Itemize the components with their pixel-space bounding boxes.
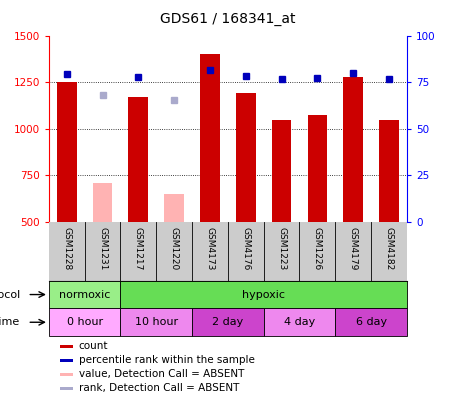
Bar xyxy=(60,345,73,348)
Text: percentile rank within the sample: percentile rank within the sample xyxy=(79,355,255,365)
Bar xyxy=(192,308,264,336)
Text: rank, Detection Call = ABSENT: rank, Detection Call = ABSENT xyxy=(79,383,239,393)
Bar xyxy=(49,281,120,308)
Text: normoxic: normoxic xyxy=(59,289,110,299)
Text: time: time xyxy=(0,317,20,327)
Text: GSM1231: GSM1231 xyxy=(98,227,107,270)
Bar xyxy=(120,281,407,308)
Text: 10 hour: 10 hour xyxy=(135,317,178,327)
Text: hypoxic: hypoxic xyxy=(242,289,285,299)
Text: GSM4179: GSM4179 xyxy=(349,227,358,270)
Text: 6 day: 6 day xyxy=(356,317,386,327)
Bar xyxy=(60,373,73,376)
Bar xyxy=(236,93,256,222)
Bar xyxy=(164,194,184,222)
Text: protocol: protocol xyxy=(0,289,20,299)
Text: 4 day: 4 day xyxy=(284,317,315,327)
Bar xyxy=(93,183,113,222)
Text: GSM1226: GSM1226 xyxy=(313,227,322,270)
Bar xyxy=(272,120,292,222)
Text: GSM1220: GSM1220 xyxy=(170,227,179,270)
Bar xyxy=(307,115,327,222)
Bar xyxy=(49,308,120,336)
Bar xyxy=(60,359,73,362)
Text: count: count xyxy=(79,341,108,351)
Text: GSM1217: GSM1217 xyxy=(134,227,143,270)
Text: GDS61 / 168341_at: GDS61 / 168341_at xyxy=(160,12,296,26)
Bar xyxy=(120,308,192,336)
Text: GSM1228: GSM1228 xyxy=(62,227,71,270)
Text: GSM4182: GSM4182 xyxy=(385,227,393,270)
Bar xyxy=(128,97,148,222)
Bar xyxy=(335,308,407,336)
Text: value, Detection Call = ABSENT: value, Detection Call = ABSENT xyxy=(79,369,244,379)
Bar xyxy=(57,82,77,222)
Bar xyxy=(264,308,335,336)
Bar xyxy=(343,77,363,222)
Text: GSM4176: GSM4176 xyxy=(241,227,250,270)
Bar xyxy=(379,120,399,222)
Bar xyxy=(200,54,220,222)
Text: GSM1223: GSM1223 xyxy=(277,227,286,270)
Text: 2 day: 2 day xyxy=(212,317,244,327)
Bar xyxy=(60,386,73,390)
Text: 0 hour: 0 hour xyxy=(66,317,103,327)
Text: GSM4173: GSM4173 xyxy=(206,227,214,270)
